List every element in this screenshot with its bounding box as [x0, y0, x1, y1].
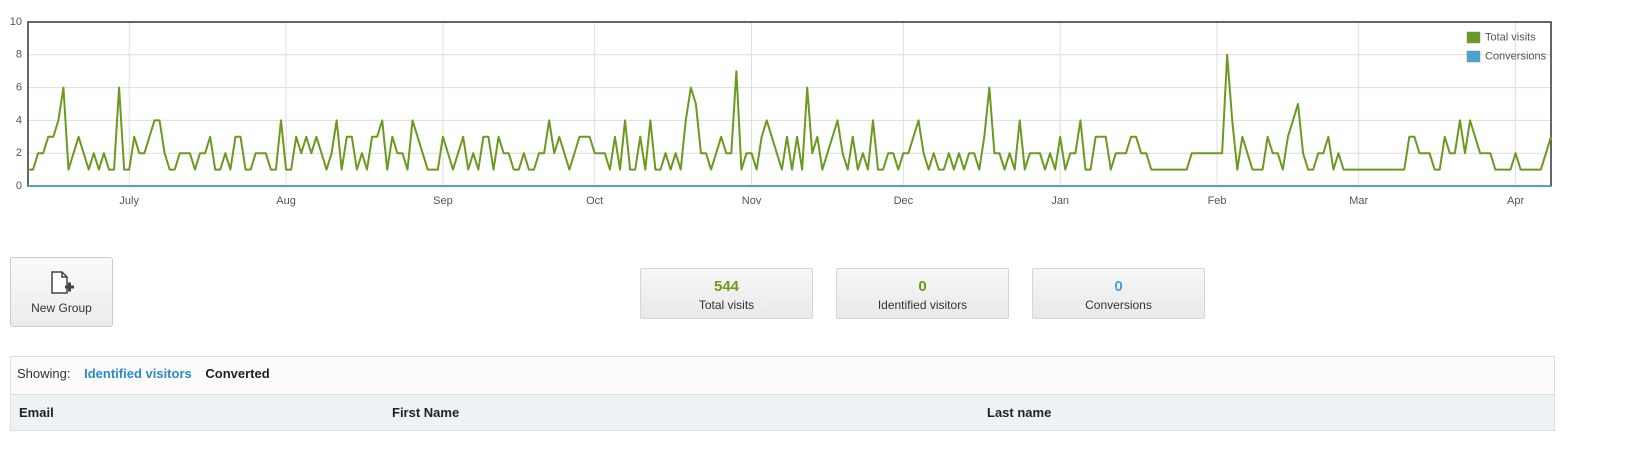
y-tick-label: 2 — [16, 147, 22, 159]
new-group-button[interactable]: New Group — [10, 257, 113, 327]
filter-label: Showing: — [17, 366, 71, 381]
x-tick-label: Feb — [1208, 195, 1227, 207]
y-tick-label: 4 — [16, 114, 22, 126]
stat-label: Conversions — [1085, 298, 1152, 312]
legend-label: Total visits — [1485, 31, 1536, 43]
stat-value: 0 — [1114, 278, 1123, 295]
table-header: Email First Name Last name — [11, 395, 1554, 430]
stat-card[interactable]: 0 Identified visitors — [836, 268, 1009, 319]
x-tick-label: Dec — [894, 195, 914, 207]
stat-card[interactable]: 544 Total visits — [640, 268, 813, 319]
filter-option[interactable]: Identified visitors — [84, 366, 192, 381]
column-header[interactable]: Last name — [987, 405, 1052, 420]
x-tick-label: Mar — [1349, 195, 1368, 207]
stat-card[interactable]: 0 Conversions — [1032, 268, 1205, 319]
x-tick-label: Jan — [1051, 195, 1069, 207]
plot-background — [28, 22, 1551, 186]
legend-swatch — [1466, 31, 1481, 44]
column-header[interactable]: Email — [19, 405, 54, 420]
legend-swatch — [1466, 50, 1481, 63]
x-tick-label: Aug — [276, 195, 296, 207]
x-tick-label: July — [119, 195, 139, 207]
y-tick-label: 10 — [10, 16, 22, 28]
new-group-icon — [50, 271, 74, 294]
x-tick-label: Sep — [433, 195, 453, 207]
x-tick-label: Nov — [742, 195, 762, 207]
filter-option[interactable]: Converted — [205, 366, 270, 381]
x-tick-label: Apr — [1507, 195, 1524, 207]
legend-label: Conversions — [1485, 50, 1547, 62]
y-tick-label: 6 — [16, 82, 22, 94]
column-header[interactable]: First Name — [392, 405, 460, 420]
y-tick-label: 0 — [16, 180, 22, 192]
y-tick-label: 8 — [16, 49, 22, 61]
chart: 0 2 4 6 8 10 July Aug Sep Oct Nov Dec Jan Feb Mar Apr To… — [10, 16, 1552, 207]
new-group-label: New Group — [31, 301, 92, 315]
x-tick-label: Oct — [586, 195, 603, 207]
stat-label: Total visits — [698, 298, 755, 312]
visitor-table: Showing: Identified visitors Converted E… — [10, 356, 1555, 431]
stat-label: Identified visitors — [877, 298, 968, 312]
series-line — [28, 53, 1552, 171]
stat-value: 544 — [713, 278, 740, 295]
filter-bar: Showing: Identified visitors Converted — [11, 357, 1554, 395]
stat-value: 0 — [918, 278, 927, 295]
